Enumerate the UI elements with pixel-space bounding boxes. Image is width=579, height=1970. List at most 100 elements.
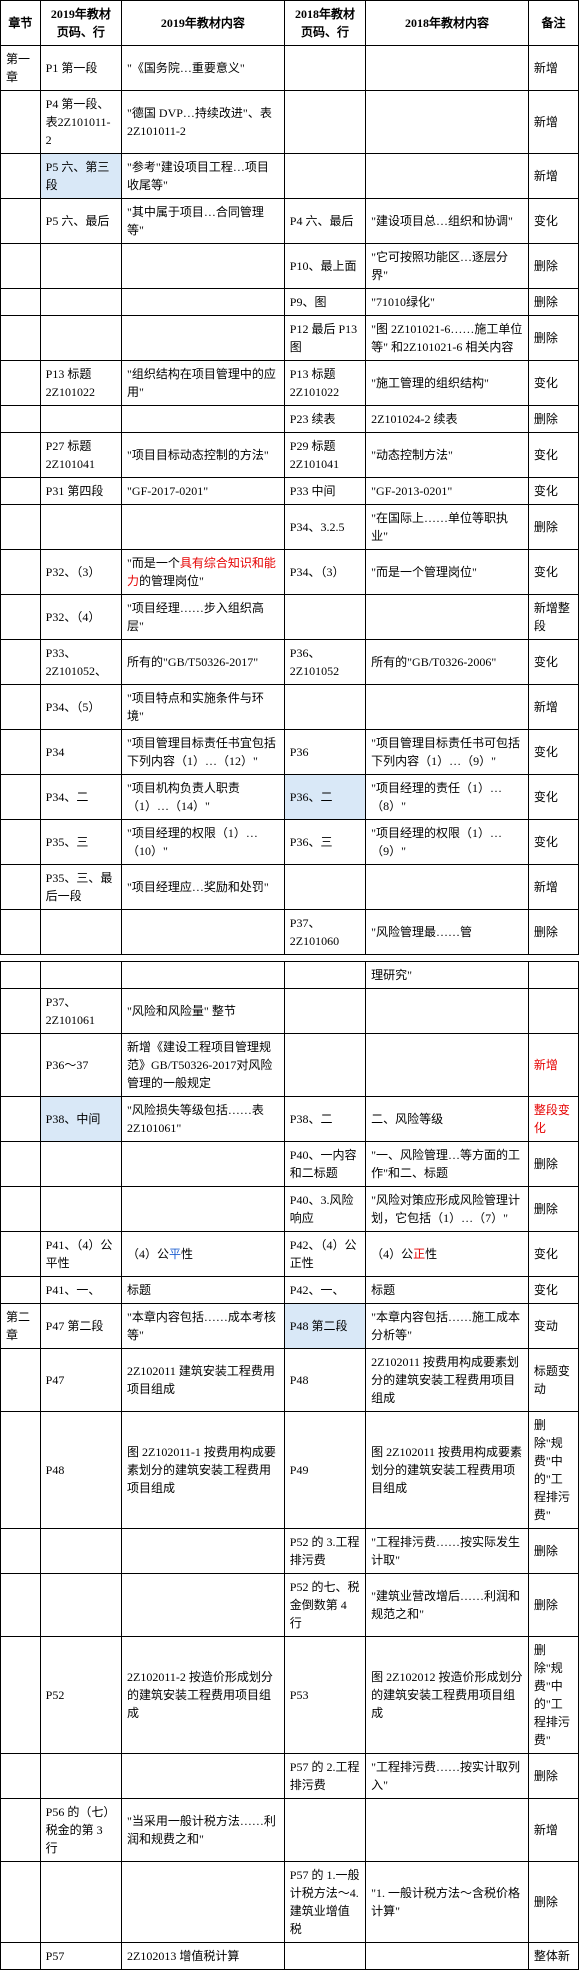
cell-content2018: "动态控制方法" [366,433,529,478]
cell-page2018 [284,865,365,910]
cell-content2019: 新增《建设工程项目管理规范》GB/T50326-2017对风险管理的一般规定 [122,1034,285,1097]
cell-remark: 变化 [528,199,578,244]
cell-remark: 删除 [528,910,578,955]
cell-page2019: P34 [40,730,121,775]
cell-content2019 [122,1862,285,1943]
cell-content2018: "在国际上……单位等职执业" [366,505,529,550]
cell-content2019: "项目经理……步入组织高层" [122,595,285,640]
cell-content2018: "工程排污费……按实际发生计取" [366,1529,529,1574]
header-row: 章节 2019年教材页码、行 2019年教材内容 2018年教材页码、行 201… [1,1,579,46]
cell-page2019 [40,505,121,550]
table-row: P38、中间"风险损失等级包括……表 2Z101061"P38、二二、风险等级整… [1,1097,579,1142]
table-row: P57 的 2.工程排污费"工程排污费……按实计取列入"删除 [1,1754,579,1799]
cell-content2018: "71010绿化" [366,289,529,316]
cell-remark: 整段变化 [528,1097,578,1142]
cell-page2019 [40,1574,121,1637]
cell-content2018: 二、风险等级 [366,1097,529,1142]
cell-content2018 [366,1943,529,1970]
cell-page2018 [284,46,365,91]
cell-page2018: P4 六、最后 [284,199,365,244]
cell-page2018: P57 的 2.工程排污费 [284,1754,365,1799]
table-row: P34、（5）"项目特点和实施条件与环境"新增 [1,685,579,730]
cell-chapter [1,1142,41,1187]
cell-page2019 [40,289,121,316]
cell-content2019: 2Z102011 建筑安装工程费用项目组成 [122,1349,285,1412]
cell-page2018: P42、（4）公正性 [284,1232,365,1277]
cell-content2019: 2Z102013 增值税计算 [122,1943,285,1970]
cell-page2019 [40,1754,121,1799]
table-row: P36～37新增《建设工程项目管理规范》GB/T50326-2017对风险管理的… [1,1034,579,1097]
cell-content2019: "风险损失等级包括……表 2Z101061" [122,1097,285,1142]
table-row: P40、3.风险响应"风险对策应形成风险管理计划，它包括（1）…（7）"删除 [1,1187,579,1232]
cell-remark: 删除 [528,406,578,433]
table-row: P522Z102011-2 按造价形成划分的建筑安装工程费用项目组成P53图 2… [1,1637,579,1754]
cell-chapter [1,361,41,406]
cell-content2019: 2Z102011-2 按造价形成划分的建筑安装工程费用项目组成 [122,1637,285,1754]
cell-page2018: P9、图 [284,289,365,316]
cell-page2019 [40,316,121,361]
cell-page2018: P12 最后 P13 图 [284,316,365,361]
cell-chapter [1,244,41,289]
cell-remark: 删除 [528,1754,578,1799]
table-row: P52 的 3.工程排污费"工程排污费……按实际发生计取"删除 [1,1529,579,1574]
table-row: P27 标题2Z101041"项目目标动态控制的方法"P29 标题2Z10104… [1,433,579,478]
cell-chapter [1,1412,41,1529]
table-row: P32、（4）"项目经理……步入组织高层"新增整段 [1,595,579,640]
cell-content2018: 2Z102011 按费用构成要素划分的建筑安装工程费用项目组成 [366,1349,529,1412]
header-content2018: 2018年教材内容 [366,1,529,46]
cell-content2018: "而是一个管理岗位" [366,550,529,595]
cell-chapter [1,640,41,685]
cell-content2019 [122,1754,285,1799]
cell-chapter [1,1187,41,1232]
table-row: P52 的七、税金倒数第 4 行"建筑业营改增后……利润和规范之和"删除 [1,1574,579,1637]
cell-chapter [1,820,41,865]
cell-remark: 删除 [528,244,578,289]
cell-content2019: 图 2Z102011-1 按费用构成要素划分的建筑安装工程费用项目组成 [122,1412,285,1529]
cell-chapter [1,1097,41,1142]
cell-content2018: "它可按照功能区…逐层分界" [366,244,529,289]
cell-content2019: 所有的"GB/T50326-2017" [122,640,285,685]
cell-remark: 变化 [528,1232,578,1277]
cell-content2018: "风险对策应形成风险管理计划，它包括（1）…（7）" [366,1187,529,1232]
cell-page2018: P48 第二段 [284,1304,365,1349]
cell-page2018 [284,1034,365,1097]
cell-chapter [1,316,41,361]
cell-page2018: P40、一内容和二标题 [284,1142,365,1187]
cell-page2019: P13 标题2Z101022 [40,361,121,406]
table-row: P48图 2Z102011-1 按费用构成要素划分的建筑安装工程费用项目组成P4… [1,1412,579,1529]
cell-chapter [1,1277,41,1304]
cell-chapter [1,730,41,775]
cell-content2018 [366,595,529,640]
cell-page2019: P31 第四段 [40,478,121,505]
cell-page2018: P38、二 [284,1097,365,1142]
cell-content2018 [366,91,529,154]
cell-page2019 [40,1187,121,1232]
cell-remark: 新增 [528,1034,578,1097]
header-chapter: 章节 [1,1,41,46]
table-row: 第一章P1 第一段"《国务院…重要意义"新增 [1,46,579,91]
cell-content2018: 理研究" [366,962,529,989]
cell-page2018: P42、一、 [284,1277,365,1304]
cell-content2018: "一、风险管理…等方面的工作"和二、标题 [366,1142,529,1187]
table-row: P13 标题2Z101022"组织结构在项目管理中的应用"P13 标题2Z101… [1,361,579,406]
cell-page2018: P36、二 [284,775,365,820]
cell-chapter [1,1943,41,1970]
cell-content2019: "项目经理应…奖励和处罚" [122,865,285,910]
table-row: P35、三"项目经理的权限（1）…（10）"P36、三"项目经理的权限（1）…（… [1,820,579,865]
cell-chapter [1,685,41,730]
cell-page2018: P36、三 [284,820,365,865]
cell-content2018: "工程排污费……按实计取列入" [366,1754,529,1799]
cell-remark: 变化 [528,775,578,820]
cell-content2018: "项目经理的权限（1）…（9）" [366,820,529,865]
cell-content2019 [122,962,285,989]
cell-remark: 新增 [528,1799,578,1862]
cell-remark: 删除 [528,505,578,550]
table-row: P5 六、第三段"参考"建设项目工程…项目收尾等"新增 [1,154,579,199]
cell-remark: 变化 [528,433,578,478]
cell-content2018 [366,685,529,730]
cell-remark: 整体新 [528,1943,578,1970]
table-row: P34、二"项目机构负责人职责（1）…（14）"P36、二"项目经理的责任（1）… [1,775,579,820]
cell-chapter [1,1349,41,1412]
table-row: P41、一、标题P42、一、标题变化 [1,1277,579,1304]
cell-content2018: 图 2Z102011 按费用构成要素划分的建筑安装工程费用项目组成 [366,1412,529,1529]
